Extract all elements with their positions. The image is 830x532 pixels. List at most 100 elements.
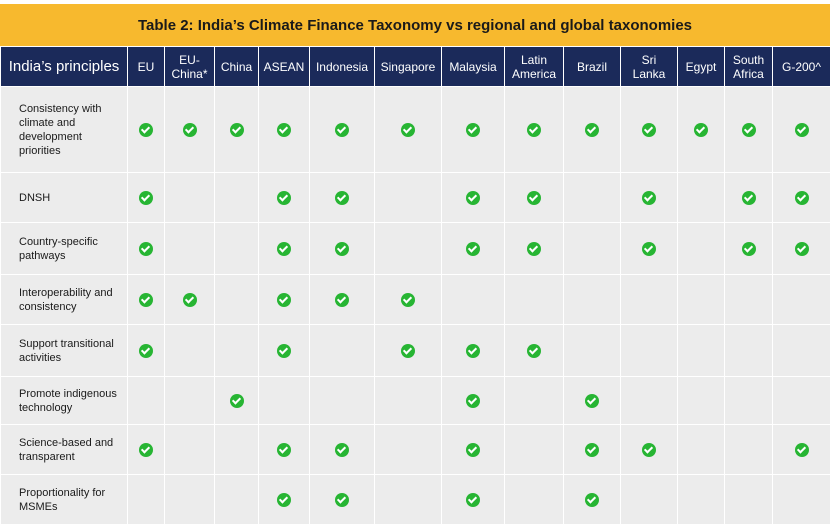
cell-latin-america — [504, 324, 564, 377]
table-row: Science-based and transparent — [0, 424, 830, 475]
cell-eu — [127, 86, 165, 173]
cell-eu-china — [164, 274, 215, 325]
row-label-line: climate and — [19, 116, 76, 129]
cell-indonesia — [309, 376, 375, 425]
cell-eu — [127, 376, 165, 425]
cell-brazil — [563, 424, 621, 475]
column-header-brazil: Brazil — [563, 46, 621, 87]
cell-egypt — [677, 424, 725, 475]
cell-asean — [258, 424, 310, 475]
cell-eu — [127, 172, 165, 223]
cell-eu-china — [164, 324, 215, 377]
check-circle-icon — [182, 292, 197, 307]
cell-g-200 — [772, 222, 830, 275]
table-row: Promote indigenous technology — [0, 376, 830, 425]
row-label-line: MSMEs — [19, 500, 58, 513]
check-circle-icon — [741, 122, 756, 137]
check-circle-icon — [277, 343, 291, 358]
cell-south-africa — [724, 324, 773, 377]
column-header-south-africa: South Africa — [724, 46, 773, 87]
check-circle-icon — [694, 122, 708, 137]
row-label-line: pathways — [19, 249, 66, 262]
row-label-interoperability-and-consistency: Interoperability and consistency — [0, 274, 128, 325]
check-circle-icon — [794, 190, 809, 205]
check-circle-icon — [401, 292, 415, 307]
cell-indonesia — [309, 324, 375, 377]
row-label-line: Science-based and — [19, 436, 114, 449]
check-circle-icon — [277, 292, 291, 307]
cell-sri-lanka — [620, 274, 678, 325]
cell-sri-lanka — [620, 86, 678, 173]
cell-china — [214, 172, 259, 223]
cell-south-africa — [724, 376, 773, 425]
row-label-line: DNSH — [19, 191, 51, 204]
cell-eu-china — [164, 222, 215, 275]
cell-sri-lanka — [620, 376, 678, 425]
cell-malaysia — [441, 376, 505, 425]
cell-indonesia — [309, 274, 375, 325]
check-circle-icon — [277, 241, 291, 256]
check-circle-icon — [642, 241, 656, 256]
check-circle-icon — [229, 393, 244, 408]
cell-g-200 — [772, 376, 830, 425]
row-label-dnsh: DNSH — [0, 172, 128, 223]
row-label-promote-indigenous-technology: Promote indigenous technology — [0, 376, 128, 425]
column-header-g-200: G-200^ — [772, 46, 830, 87]
cell-asean — [258, 222, 310, 275]
check-circle-icon — [741, 190, 756, 205]
cell-egypt — [677, 324, 725, 377]
check-circle-icon — [794, 442, 809, 457]
cell-china — [214, 474, 259, 525]
cell-singapore — [374, 274, 442, 325]
cell-eu — [127, 222, 165, 275]
column-header-egypt: Egypt — [677, 46, 725, 87]
column-header-line: China — [220, 59, 253, 74]
column-header-line: Singapore — [380, 59, 436, 74]
table-row: Support transitional activities — [0, 324, 830, 377]
cell-egypt — [677, 274, 725, 325]
cell-south-africa — [724, 172, 773, 223]
check-circle-icon — [794, 241, 809, 256]
cell-malaysia — [441, 172, 505, 223]
cell-g-200 — [772, 274, 830, 325]
check-circle-icon — [527, 122, 541, 137]
cell-egypt — [677, 376, 725, 425]
cell-indonesia — [309, 424, 375, 475]
cell-singapore — [374, 376, 442, 425]
cell-brazil — [563, 376, 621, 425]
cell-latin-america — [504, 222, 564, 275]
cell-singapore — [374, 172, 442, 223]
cell-malaysia — [441, 424, 505, 475]
cell-singapore — [374, 324, 442, 377]
row-label-line: consistency — [19, 300, 77, 313]
check-circle-icon — [642, 442, 656, 457]
cell-egypt — [677, 86, 725, 173]
column-header-line: Africa — [733, 66, 764, 81]
cell-malaysia — [441, 274, 505, 325]
check-circle-icon — [139, 241, 153, 256]
row-label-line: Promote indigenous — [19, 387, 117, 400]
cell-singapore — [374, 86, 442, 173]
column-header-line: Lanka — [632, 66, 666, 81]
check-circle-icon — [139, 292, 153, 307]
check-circle-icon — [527, 241, 541, 256]
cell-china — [214, 376, 259, 425]
check-circle-icon — [335, 492, 349, 507]
cell-malaysia — [441, 222, 505, 275]
cell-eu-china — [164, 86, 215, 173]
cell-eu — [127, 324, 165, 377]
table-title: Table 2: India’s Climate Finance Taxonom… — [0, 4, 830, 46]
cell-malaysia — [441, 86, 505, 173]
table-row: Consistency with climate and development pr… — [0, 86, 830, 173]
cell-g-200 — [772, 474, 830, 525]
check-circle-icon — [335, 241, 349, 256]
cell-g-200 — [772, 424, 830, 475]
cell-latin-america — [504, 86, 564, 173]
check-circle-icon — [585, 442, 599, 457]
cell-china — [214, 424, 259, 475]
cell-singapore — [374, 424, 442, 475]
column-header-eu: EU — [127, 46, 165, 87]
cell-brazil — [563, 222, 621, 275]
cell-eu — [127, 424, 165, 475]
cell-brazil — [563, 474, 621, 525]
